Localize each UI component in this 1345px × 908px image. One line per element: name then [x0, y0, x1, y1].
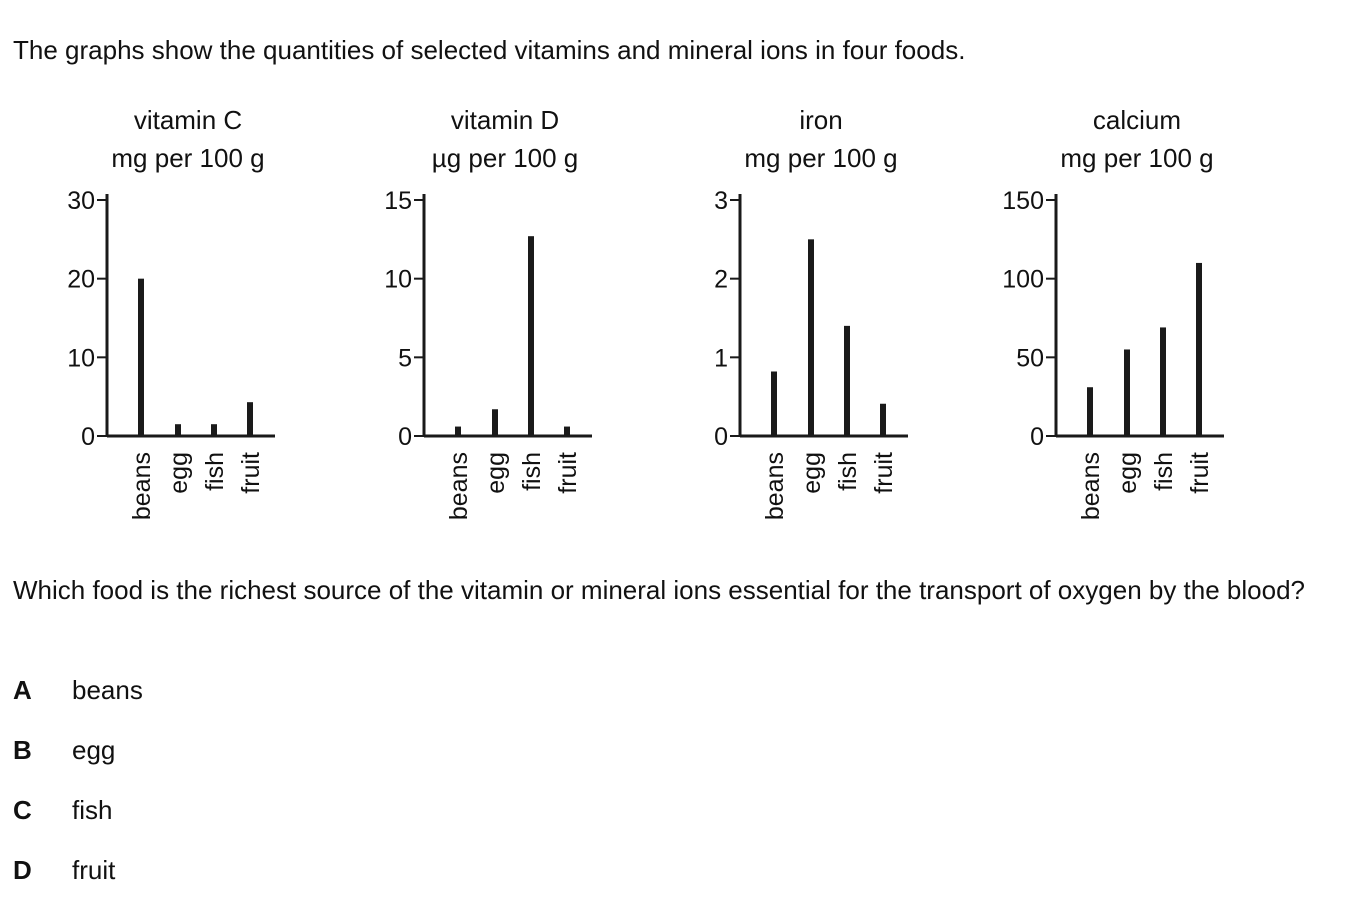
y-tick-label-vitamin-d: 15 — [384, 187, 412, 215]
category-label-vitamin-c-beans: beans — [128, 452, 156, 520]
chart-title-iron: iron — [799, 105, 842, 135]
question-text: Which food is the richest source of the … — [13, 575, 1306, 605]
category-label-iron-fish: fish — [834, 452, 862, 491]
bar-vitamin-c-egg — [175, 424, 181, 436]
category-label-vitamin-c-fish: fish — [201, 452, 229, 491]
y-tick-label-calcium: 50 — [1016, 344, 1044, 372]
option-b-text: egg — [72, 735, 116, 765]
option-a-letter: A — [13, 675, 32, 705]
category-label-calcium-fruit: fruit — [1186, 452, 1214, 494]
category-label-iron-fruit: fruit — [870, 452, 898, 494]
y-tick-label-calcium: 150 — [1002, 187, 1044, 215]
chart-unit-calcium: mg per 100 g — [1060, 143, 1213, 173]
category-label-vitamin-c-egg: egg — [165, 452, 193, 494]
option-d-text: fruit — [72, 855, 116, 885]
y-tick-label-vitamin-c: 30 — [67, 187, 95, 215]
bar-calcium-egg — [1124, 349, 1130, 436]
bar-iron-egg — [808, 239, 814, 436]
option-b-letter: B — [13, 735, 32, 765]
y-tick-label-iron: 2 — [714, 266, 728, 294]
category-label-vitamin-c-fruit: fruit — [237, 452, 265, 494]
y-tick-label-vitamin-c: 20 — [67, 266, 95, 294]
category-label-iron-egg: egg — [798, 452, 826, 494]
category-label-vitamin-d-beans: beans — [445, 452, 473, 520]
option-a-text: beans — [72, 675, 143, 705]
chart-unit-vitamin-c: mg per 100 g — [111, 143, 264, 173]
category-label-calcium-egg: egg — [1114, 452, 1142, 494]
chart-unit-vitamin-d: µg per 100 g — [432, 143, 579, 173]
y-tick-label-vitamin-d: 0 — [398, 423, 412, 451]
option-c-text: fish — [72, 795, 113, 825]
bar-vitamin-d-fruit — [564, 426, 570, 436]
y-tick-label-calcium: 100 — [1002, 266, 1044, 294]
bar-vitamin-c-fruit — [247, 402, 253, 436]
y-tick-label-iron: 3 — [714, 187, 728, 215]
bar-calcium-fish — [1160, 327, 1166, 436]
y-tick-label-iron: 1 — [714, 344, 728, 372]
y-tick-label-calcium: 0 — [1030, 423, 1044, 451]
option-d-letter: D — [13, 855, 32, 885]
bar-vitamin-c-fish — [211, 424, 217, 436]
category-label-vitamin-d-fruit: fruit — [554, 452, 582, 494]
bar-vitamin-d-beans — [455, 426, 461, 436]
option-c-letter: C — [13, 795, 32, 825]
chart-title-vitamin-d: vitamin D — [451, 105, 559, 135]
category-label-calcium-fish: fish — [1150, 452, 1178, 491]
y-tick-label-vitamin-c: 0 — [81, 423, 95, 451]
y-tick-label-vitamin-c: 10 — [67, 344, 95, 372]
bar-calcium-beans — [1087, 387, 1093, 436]
chart-title-calcium: calcium — [1093, 105, 1181, 135]
category-label-vitamin-d-egg: egg — [482, 452, 510, 494]
chart-unit-iron: mg per 100 g — [744, 143, 897, 173]
chart-title-vitamin-c: vitamin C — [134, 105, 242, 135]
y-tick-label-vitamin-d: 10 — [384, 266, 412, 294]
bar-iron-fish — [844, 325, 850, 436]
category-label-calcium-beans: beans — [1077, 452, 1105, 520]
bar-vitamin-d-egg — [492, 409, 498, 436]
bar-vitamin-c-beans — [138, 278, 144, 436]
bar-iron-beans — [771, 371, 777, 436]
y-tick-label-iron: 0 — [714, 423, 728, 451]
y-tick-label-vitamin-d: 5 — [398, 344, 412, 372]
category-label-vitamin-d-fish: fish — [518, 452, 546, 491]
intro-text: The graphs show the quantities of select… — [13, 35, 966, 65]
bar-vitamin-d-fish — [528, 236, 534, 436]
category-label-iron-beans: beans — [761, 452, 789, 520]
bar-iron-fruit — [880, 403, 886, 436]
bar-calcium-fruit — [1196, 262, 1202, 436]
